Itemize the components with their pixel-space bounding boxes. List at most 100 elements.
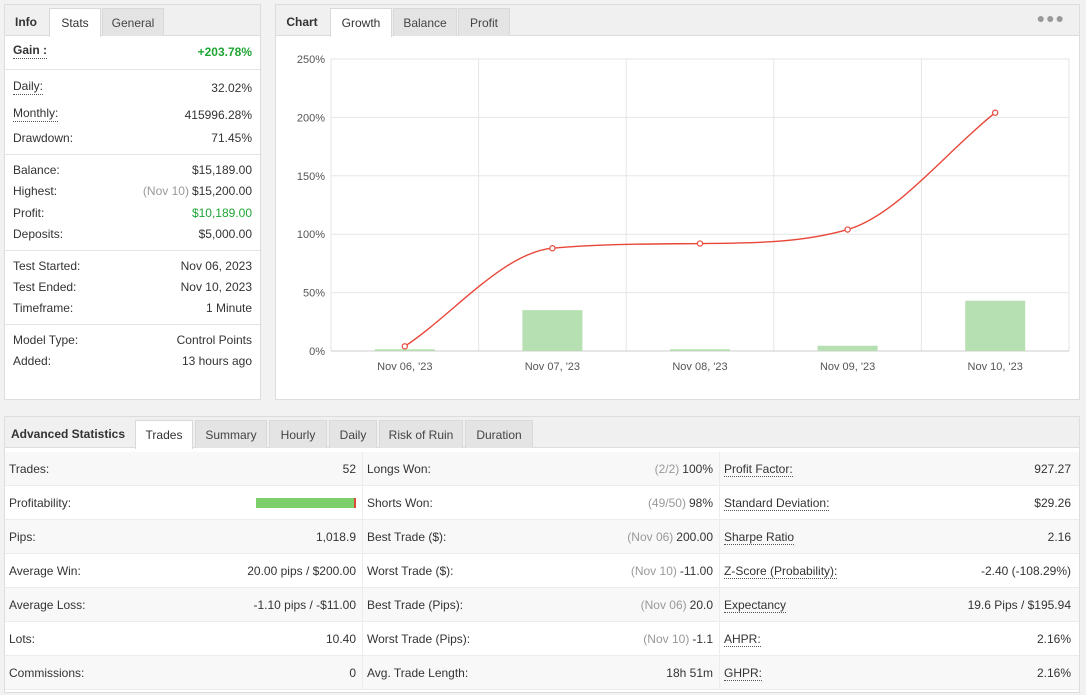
tab-balance[interactable]: Balance [393,8,457,36]
stat-value-wrap: (49/50) 98% [648,486,713,520]
tab-growth[interactable]: Growth [330,8,392,37]
stat-value: 1,018.9 [315,530,356,544]
balance-value: $15,189.00 [191,163,252,177]
stat-value: -1.10 pips / -$11.00 [253,598,356,612]
tab-duration[interactable]: Duration [465,420,533,448]
stat-cell: Worst Trade (Pips): (Nov 10) -1.1 [363,622,717,656]
stat-cell: Profit Factor: 927.27 [720,452,1075,486]
stat-label[interactable]: Expectancy [724,598,787,613]
table-row: Lots: 10.40 Worst Trade (Pips): (Nov 10) -1.… [5,622,1079,656]
tab-stats[interactable]: Stats [49,8,101,37]
tab-general[interactable]: General [102,8,164,36]
ellipsis-icon[interactable]: ●●● [1036,10,1065,26]
stat-muted: (49/50) [647,496,686,510]
stat-cell: Expectancy 19.6 Pips / $195.94 [720,588,1075,622]
info-panel: Info Stats General Gain : +203.78% Daily… [4,4,261,400]
profit-value: $10,189.00 [191,206,252,220]
stat-cell: Z-Score (Probability): -2.40 (-108.29%) [720,554,1075,588]
table-row: Average Win: 20.00 pips / $200.00 Worst Tr… [5,554,1079,588]
stat-label[interactable]: GHPR: [724,666,763,681]
profit-row: Profit: $10,189.00 [13,204,252,222]
stat-label[interactable]: Profit Factor: [724,462,793,477]
tab-chart[interactable]: Chart [286,15,318,29]
stat-label: Average Loss: [9,598,86,612]
growth-point [401,343,409,350]
tab-trades[interactable]: Trades [135,420,193,449]
growth-chart: 0% 50% 100% 150% 200% 250% Nov 06, '23 Nov 07, … [297,54,1070,373]
stat-cell: Standard Deviation: $29.26 [720,486,1075,520]
stat-value: 19.6 Pips / $195.94 [967,598,1071,612]
monthly-label[interactable]: Monthly: [13,106,59,122]
stat-value-wrap: (Nov 10) -11.00 [631,554,713,588]
table-row: Commissions: 0 Avg. Trade Length: 18h 51m GH… [5,656,1079,690]
stat-value: 2.16% [1036,632,1071,646]
stat-label: Commissions: [9,666,85,680]
stat-label[interactable]: Sharpe Ratio [724,530,795,545]
tab-profit[interactable]: Profit [458,8,510,36]
gain-label[interactable]: Gain : [13,43,48,59]
x-tick-label: Nov 06, '23 [377,361,432,373]
bar [374,349,435,351]
x-tick-label: Nov 10, '23 [968,361,1023,373]
tab-risk-of-ruin[interactable]: Risk of Ruin [379,420,463,448]
gain-value: +203.78% [197,45,252,59]
highest-value: $15,200.00 [191,184,252,198]
stat-cell: Pips: 1,018.9 [5,520,360,554]
stat-muted: (Nov 06) [627,530,674,544]
stat-cell: Trades: 52 [5,452,360,486]
stat-label: Average Win: [9,564,81,578]
growth-point [549,245,556,252]
chart-tabs: Chart Growth Balance Profit ●●● [276,5,1079,37]
tab-summary[interactable]: Summary [195,420,267,448]
deposits-value: $5,000.00 [198,227,252,241]
gain-row: Gain : +203.78% [13,43,252,61]
tab-info[interactable]: Info [15,15,37,29]
stat-value: 0 [349,666,356,680]
info-tabs: Info Stats General [5,5,260,37]
y-tick-label: 200% [297,112,325,124]
added-label: Added: [13,354,52,368]
x-tick-label: Nov 09, '23 [820,361,875,373]
model-type-row: Model Type: Control Points [13,331,252,349]
stat-muted: (2/2) [654,462,680,476]
stat-value-wrap: (Nov 06) 200.00 [627,520,713,554]
stat-cell: Worst Trade ($): (Nov 10) -11.00 [363,554,717,588]
test-ended-value: Nov 10, 2023 [180,280,252,294]
stat-cell: Sharpe Ratio 2.16 [720,520,1075,554]
highest-value-wrap: (Nov 10) $15,200.00 [143,182,252,200]
stat-label: Lots: [9,632,36,646]
daily-label[interactable]: Daily: [13,79,44,95]
stat-cell: Avg. Trade Length: 18h 51m [363,656,717,690]
drawdown-label: Drawdown: [13,131,74,145]
advanced-stats-table: Trades: 52 Longs Won: (2/2) 100% Profit Facto… [5,452,1079,692]
stat-muted: (Nov 10) [643,632,690,646]
stat-muted: (Nov 10) [630,564,677,578]
stat-value: 927.27 [1034,462,1071,476]
stat-value: 10.40 [325,632,356,646]
monthly-value: 415996.28% [184,108,252,122]
stat-value: 100% [682,462,713,476]
balance-label: Balance: [13,163,60,177]
tab-advanced-statistics[interactable]: Advanced Statistics [10,427,126,441]
timeframe-value: 1 Minute [205,301,252,315]
bar [965,300,1026,351]
bar [522,310,583,351]
table-row: Average Loss: -1.10 pips / -$11.00 Best Tr… [5,588,1079,622]
stat-label: Trades: [9,462,50,476]
stat-label[interactable]: Z-Score (Probability): [724,564,838,579]
test-ended-row: Test Ended: Nov 10, 2023 [13,278,252,296]
stat-label: Worst Trade (Pips): [367,632,471,646]
stat-value-wrap: (Nov 10) -1.1 [643,622,713,656]
stat-label[interactable]: Standard Deviation: [724,496,830,511]
tab-daily[interactable]: Daily [329,420,377,448]
stat-label: Best Trade ($): [367,530,447,544]
stat-label: Avg. Trade Length: [367,666,469,680]
stat-label: Profitability: [9,496,72,510]
stat-label[interactable]: AHPR: [724,632,761,647]
stat-value: 200.00 [676,530,713,544]
y-tick-label: 50% [303,288,325,300]
stat-value: 20.0 [689,598,713,612]
stat-value: -2.40 (-108.29%) [980,564,1071,578]
stat-value: 2.16 [1047,530,1071,544]
tab-hourly[interactable]: Hourly [269,420,327,448]
